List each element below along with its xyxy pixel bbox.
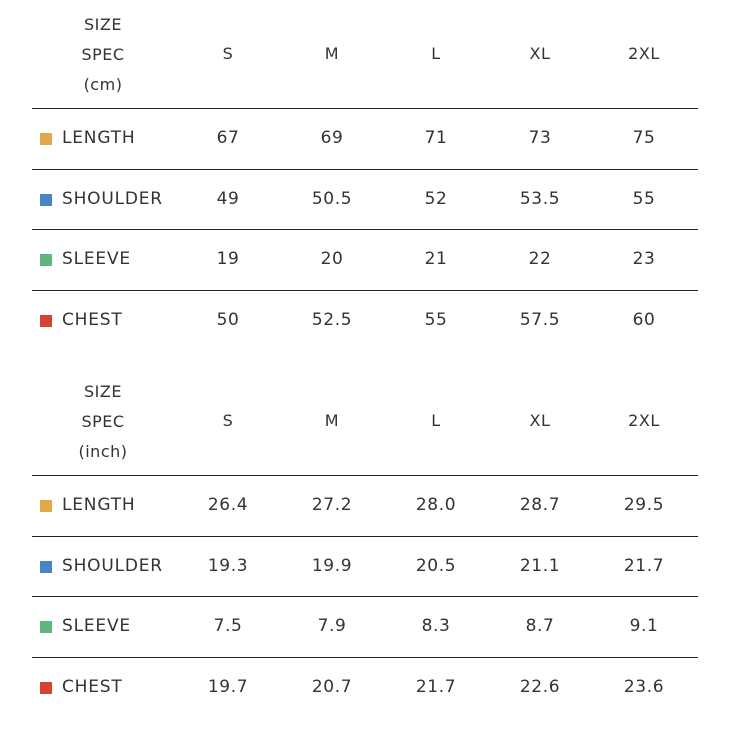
color-swatch	[40, 500, 52, 512]
table-cell: 55	[424, 309, 448, 330]
color-swatch	[40, 133, 52, 145]
size-table-inch: SIZE SPEC (inch) S M L XL 2XL LENGTH 26.…	[32, 367, 698, 717]
color-swatch	[40, 560, 52, 573]
size-header-l: L	[431, 44, 441, 63]
table-cell: 28.0	[415, 495, 457, 515]
table-cell: 49	[216, 188, 240, 209]
table-cell: 23	[632, 249, 656, 269]
size-header-xl: XL	[529, 44, 551, 63]
table-cell: 21.7	[415, 676, 457, 697]
table-cell: 50	[216, 309, 240, 330]
table-cell: 75	[632, 128, 656, 148]
table-row-sleeve: SLEEVE 19 20 21 22 23	[32, 229, 698, 290]
table-cell: 50.5	[311, 188, 353, 209]
table-cell: 8.3	[421, 616, 451, 636]
table-cell: 21.7	[623, 555, 665, 576]
size-header-s: S	[222, 411, 234, 430]
size-table-cm: SIZE SPEC (cm) S M L XL 2XL LENGTH 67 69…	[32, 0, 698, 350]
size-header-2xl: 2XL	[628, 411, 660, 430]
table-cell: 27.2	[311, 495, 353, 515]
table-cell: 52	[424, 188, 448, 209]
table-row-chest: CHEST 50 52.5 55 57.5 60	[32, 289, 698, 351]
table-cell: 19.7	[207, 676, 249, 697]
table-cell: 28.7	[519, 495, 561, 515]
table-row-shoulder: SHOULDER 49 50.5 52 53.5 55	[32, 168, 698, 230]
table-cell: 57.5	[519, 309, 561, 330]
row-label: CHEST	[62, 309, 123, 330]
table-cell: 23.6	[623, 676, 665, 697]
table-cell: 55	[632, 188, 656, 209]
table-cell: 69	[320, 128, 344, 148]
table-cell: 8.7	[525, 616, 555, 636]
table-cell: 73	[528, 128, 552, 148]
table-row-chest: CHEST 19.7 20.7 21.7 22.6 23.6	[32, 656, 698, 718]
row-label: LENGTH	[62, 495, 136, 515]
table-cell: 21	[424, 249, 448, 269]
color-swatch	[40, 193, 52, 206]
color-swatch	[40, 621, 52, 633]
table-cell: 21.1	[519, 555, 561, 576]
table-cell: 52.5	[311, 309, 353, 330]
table-row-shoulder: SHOULDER 19.3 19.9 20.5 21.1 21.7	[32, 535, 698, 597]
color-swatch	[40, 314, 52, 327]
row-label: CHEST	[62, 676, 123, 697]
table-cell: 29.5	[623, 495, 665, 515]
table-cell: 9.1	[629, 616, 659, 636]
table-cell: 22	[528, 249, 552, 269]
table-cell: 20.7	[311, 676, 353, 697]
table-row-length: LENGTH 26.4 27.2 28.0 28.7 29.5	[32, 475, 698, 536]
size-header-s: S	[222, 44, 234, 63]
row-label: SHOULDER	[62, 188, 163, 209]
row-label: SLEEVE	[62, 249, 131, 269]
size-header-l: L	[431, 411, 441, 430]
row-label: LENGTH	[62, 128, 136, 148]
table-cell: 20.5	[415, 555, 457, 576]
table-header: SIZE SPEC (inch) S M L XL 2XL	[32, 367, 698, 475]
size-header-xl: XL	[529, 411, 551, 430]
size-header-m: M	[324, 44, 340, 63]
table-row-sleeve: SLEEVE 7.5 7.9 8.3 8.7 9.1	[32, 596, 698, 657]
table-cell: 20	[320, 249, 344, 269]
table-cell: 53.5	[519, 188, 561, 209]
table-cell: 19	[216, 249, 240, 269]
table-row-length: LENGTH 67 69 71 73 75	[32, 108, 698, 169]
row-label: SLEEVE	[62, 616, 131, 636]
table-cell: 67	[216, 128, 240, 148]
table-cell: 22.6	[519, 676, 561, 697]
table-cell: 71	[424, 128, 448, 148]
size-spec-label: SIZE SPEC (cm)	[81, 15, 125, 94]
table-cell: 7.5	[213, 616, 243, 636]
size-header-2xl: 2XL	[628, 44, 660, 63]
size-spec-label: SIZE SPEC (inch)	[78, 382, 128, 461]
table-cell: 60	[632, 309, 656, 330]
table-cell: 19.9	[311, 555, 353, 576]
table-header: SIZE SPEC (cm) S M L XL 2XL	[32, 0, 698, 108]
table-cell: 26.4	[207, 495, 249, 515]
table-cell: 7.9	[317, 616, 347, 636]
table-cell: 19.3	[207, 555, 249, 576]
size-header-m: M	[324, 411, 340, 430]
row-label: SHOULDER	[62, 555, 163, 576]
color-swatch	[40, 681, 52, 694]
color-swatch	[40, 254, 52, 266]
